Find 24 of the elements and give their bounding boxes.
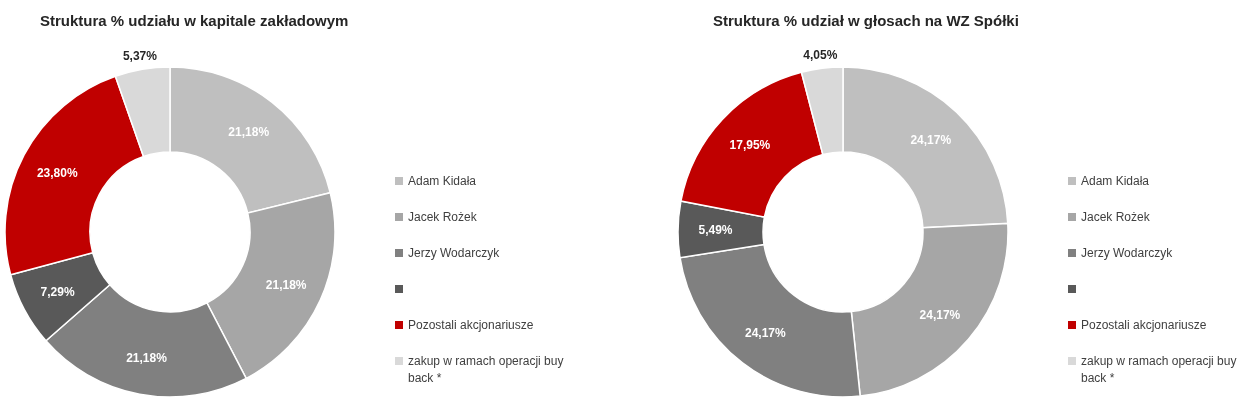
legend-label: Pozostali akcjonariusze xyxy=(408,318,534,332)
legend-label: Jerzy Wodarczyk xyxy=(1081,246,1174,260)
data-label: 21,18% xyxy=(265,277,307,292)
legend-label: zakup w ramach operacji buy back * xyxy=(1081,354,1237,385)
legend-label: zakup w ramach operacji buy back * xyxy=(408,354,564,385)
legend-label: Jacek Rożek xyxy=(1081,210,1151,224)
data-label: 21,18% xyxy=(228,124,270,139)
data-label: 21,18% xyxy=(126,350,168,365)
legend-label: Jacek Rożek xyxy=(408,210,478,224)
data-label: 5,49% xyxy=(698,223,733,238)
chart-title: Struktura % udział w głosach na WZ Spółki xyxy=(713,12,1019,29)
legend-label: Adam Kidała xyxy=(408,174,477,188)
legend-label: Pozostali akcjonariusze xyxy=(1081,318,1207,332)
data-label: 5,37% xyxy=(122,48,158,63)
data-label: 24,17% xyxy=(910,132,952,147)
legend-label: Jerzy Wodarczyk xyxy=(408,246,501,260)
data-label: 4,05% xyxy=(803,47,838,62)
data-label: 23,80% xyxy=(36,165,78,180)
data-label: 24,17% xyxy=(919,308,961,323)
legend-label: Adam Kidała xyxy=(1081,174,1150,188)
data-label: 7,29% xyxy=(40,285,75,300)
chart-title: Struktura % udziału w kapitale zakładowym xyxy=(40,12,349,29)
data-label: 17,95% xyxy=(729,138,771,153)
data-label: 24,17% xyxy=(744,326,787,341)
